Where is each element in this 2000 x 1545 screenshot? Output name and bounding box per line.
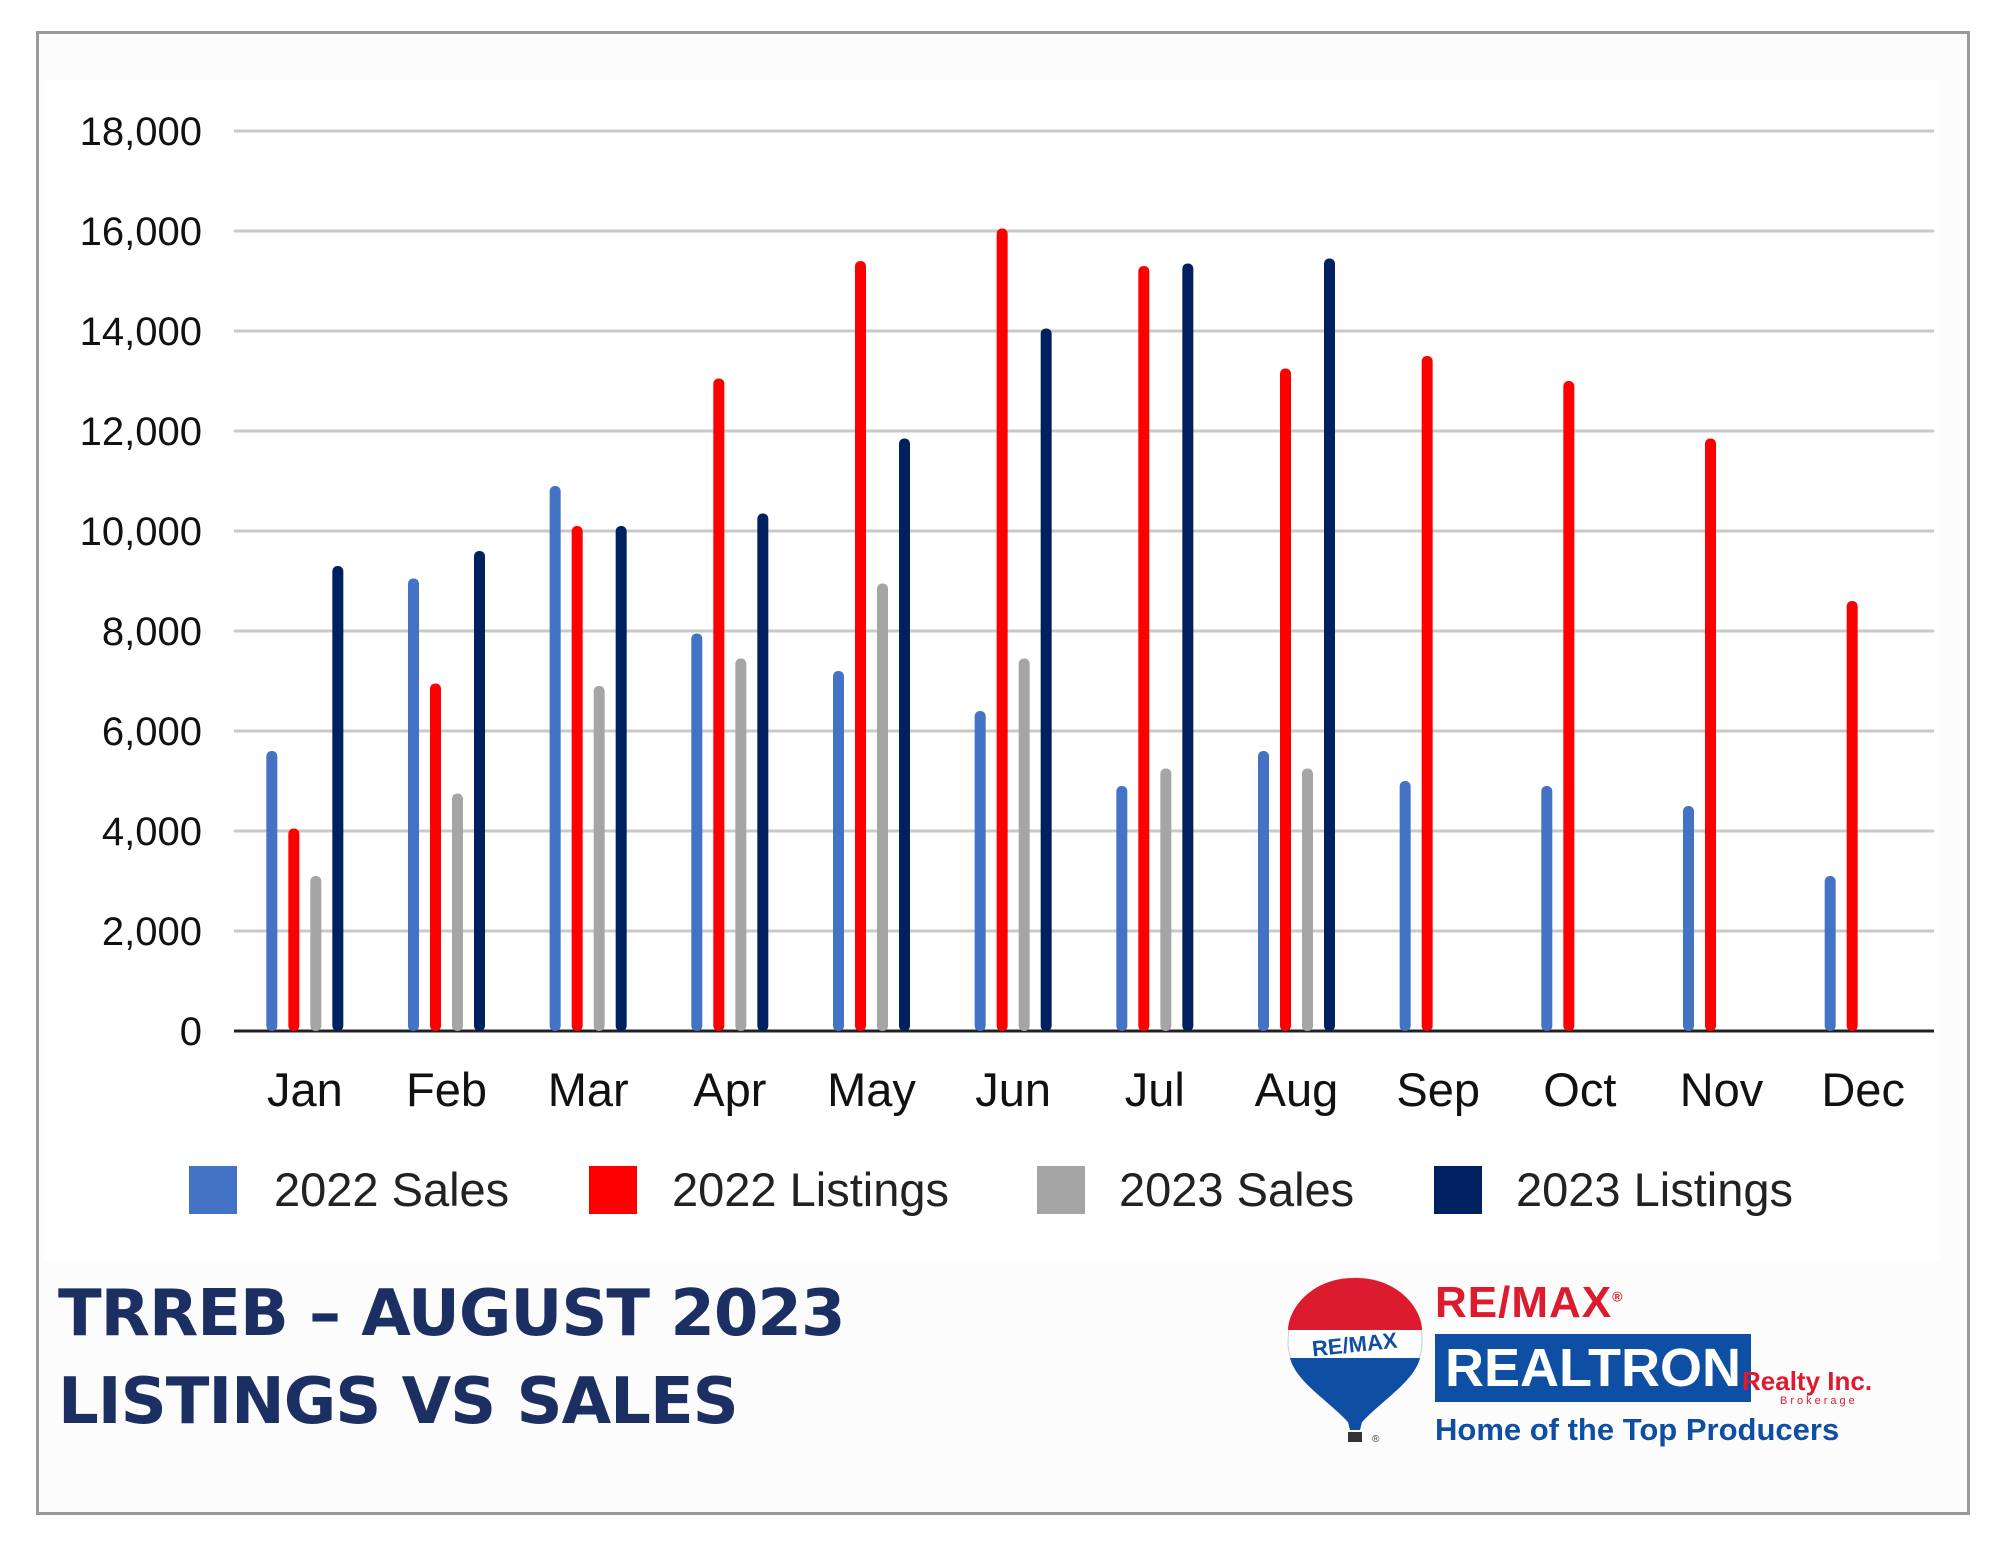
bar-2023-sales-aug	[1302, 768, 1313, 1031]
bar-2022-listings-dec	[1846, 601, 1858, 1031]
brand-remax-text: RE/MAX	[1435, 1278, 1613, 1327]
x-tick-label: Nov	[1680, 1063, 1764, 1116]
x-tick-label: Jan	[267, 1063, 343, 1116]
x-tick-label: Oct	[1543, 1063, 1616, 1116]
bar-2022-sales-nov	[1683, 806, 1694, 1031]
bar-2023-sales-jun	[1018, 658, 1030, 1031]
x-tick-label: May	[827, 1063, 916, 1116]
bar-2023-listings-jul	[1182, 263, 1194, 1031]
y-tick-label: 0	[180, 1010, 202, 1054]
bar-2022-listings-mar	[571, 526, 583, 1031]
bar-2022-listings-sep	[1421, 356, 1433, 1031]
bar-2022-sales-apr	[691, 633, 703, 1031]
legend-swatch-2022-listings	[589, 1166, 637, 1214]
legend-label: 2022 Listings	[672, 1163, 949, 1216]
bar-2022-listings-jul	[1138, 266, 1150, 1031]
brand-realty-inc: Realty Inc.	[1742, 1366, 1873, 1396]
y-tick-label: 16,000	[80, 210, 202, 254]
remax-realtron-logo: RE/MAX ® RE/MAX® REALTRON Realty Inc. Br…	[1280, 1270, 1920, 1450]
bar-2022-sales-sep	[1399, 781, 1411, 1031]
bar-2022-sales-jan	[266, 751, 278, 1031]
x-tick-label: Dec	[1821, 1063, 1905, 1116]
bar-2022-sales-aug	[1258, 751, 1269, 1031]
x-tick-label: Mar	[548, 1063, 629, 1116]
bar-2023-sales-mar	[593, 686, 605, 1031]
bar-2023-listings-mar	[615, 526, 627, 1031]
bar-2022-sales-oct	[1541, 786, 1553, 1031]
bar-2023-listings-feb	[474, 551, 485, 1031]
bar-2023-sales-jan	[310, 876, 322, 1031]
y-tick-label: 8,000	[102, 610, 202, 654]
x-tick-label: Sep	[1396, 1063, 1480, 1116]
x-tick-label: Apr	[693, 1063, 766, 1116]
title-line-1: TRREB – AUGUST 2023	[58, 1277, 845, 1351]
bar-2022-listings-may	[855, 261, 866, 1031]
bar-2023-listings-may	[899, 438, 910, 1031]
bar-2022-listings-jun	[996, 228, 1008, 1031]
brand-remax: RE/MAX®	[1435, 1278, 1623, 1328]
x-tick-label: Jun	[975, 1063, 1051, 1116]
bar-2023-listings-aug	[1324, 258, 1335, 1031]
hot-air-balloon-icon: RE/MAX ®	[1287, 1277, 1423, 1445]
bar-2022-sales-mar	[549, 486, 561, 1031]
bar-2023-sales-jul	[1160, 768, 1172, 1031]
y-tick-label: 18,000	[80, 110, 202, 154]
bar-2022-listings-nov	[1705, 438, 1716, 1031]
legend-label: 2023 Sales	[1119, 1163, 1354, 1216]
bar-2023-sales-may	[877, 583, 888, 1031]
bar-2022-listings-aug	[1280, 368, 1291, 1031]
bar-2023-listings-jun	[1040, 328, 1052, 1031]
bar-2022-sales-dec	[1824, 876, 1836, 1031]
legend-label: 2022 Sales	[274, 1163, 509, 1216]
legend-label: 2023 Listings	[1516, 1163, 1793, 1216]
y-tick-label: 4,000	[102, 810, 202, 854]
bar-2022-listings-jan	[288, 828, 300, 1031]
bar-2022-listings-feb	[430, 683, 441, 1031]
registered-mark: ®	[1612, 1288, 1624, 1305]
bar-2022-sales-may	[833, 671, 844, 1031]
page-title: TRREB – AUGUST 2023 LISTINGS VS SALES	[58, 1270, 845, 1446]
bar-chart: 0 2,000 4,000 6,000 8,000 10,000 12,000 14,000 1…	[44, 81, 1940, 1261]
bar-2022-sales-jul	[1116, 786, 1128, 1031]
bar-2023-sales-apr	[735, 658, 747, 1031]
bar-2022-listings-oct	[1563, 381, 1575, 1031]
x-tick-label: Jul	[1125, 1063, 1185, 1116]
brand-realtron: REALTRON	[1435, 1334, 1751, 1402]
legend-swatch-2023-listings	[1434, 1166, 1482, 1214]
legend-swatch-2022-sales	[189, 1166, 237, 1214]
y-tick-label: 14,000	[80, 310, 202, 354]
registered-mark-small: ®	[1372, 1434, 1380, 1445]
bar-2023-listings-jan	[332, 566, 344, 1031]
bar-2023-sales-feb	[452, 793, 463, 1031]
y-tick-label: 12,000	[80, 410, 202, 454]
bar-2022-listings-apr	[713, 378, 725, 1031]
x-tick-label: Aug	[1255, 1063, 1339, 1116]
y-tick-label: 2,000	[102, 910, 202, 954]
chart-svg: 0 2,000 4,000 6,000 8,000 10,000 12,000 14,000 1…	[80, 110, 1934, 1216]
bar-2022-sales-jun	[974, 711, 986, 1031]
brand-brokerage: Brokerage	[1780, 1395, 1858, 1407]
brand-tagline: Home of the Top Producers	[1435, 1412, 1840, 1447]
title-line-2: LISTINGS VS SALES	[58, 1365, 739, 1439]
y-tick-label: 6,000	[102, 710, 202, 754]
bar-2023-listings-apr	[757, 513, 769, 1031]
bar-2022-sales-feb	[408, 578, 419, 1031]
legend-swatch-2023-sales	[1037, 1166, 1085, 1214]
x-tick-label: Feb	[406, 1063, 487, 1116]
y-tick-label: 10,000	[80, 510, 202, 554]
